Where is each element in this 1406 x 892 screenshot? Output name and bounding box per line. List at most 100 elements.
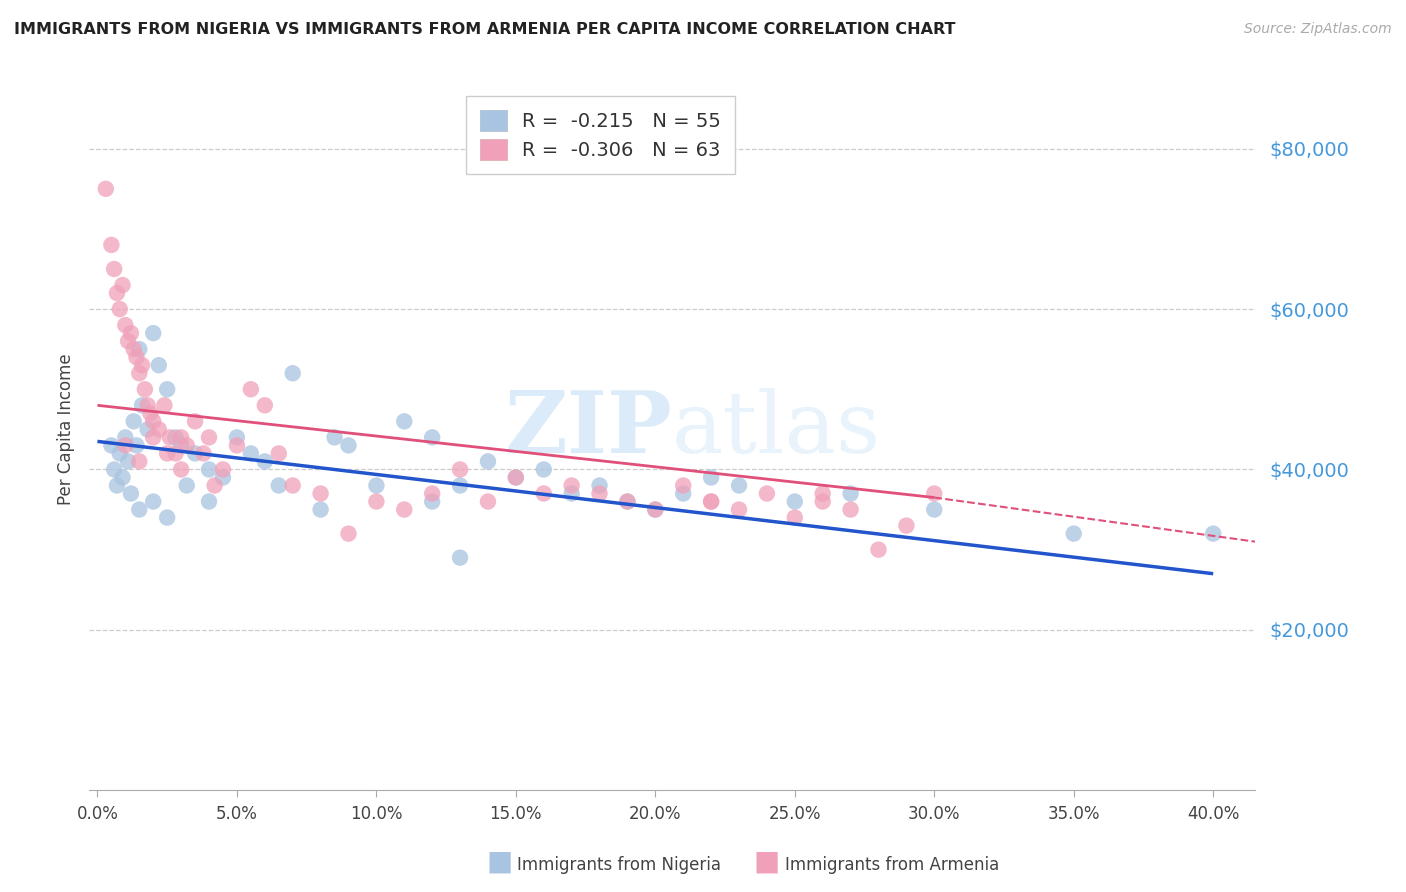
Point	[225, 430, 247, 444]
Point	[477, 454, 499, 468]
Point	[533, 486, 555, 500]
Point	[323, 430, 346, 444]
Point	[561, 478, 583, 492]
Text: ZIP: ZIP	[505, 387, 672, 471]
Point	[922, 486, 945, 500]
Point	[449, 478, 471, 492]
Point	[1202, 526, 1225, 541]
Point	[212, 470, 235, 484]
Point	[136, 422, 159, 436]
Point	[170, 430, 193, 444]
Point	[117, 454, 139, 468]
Point	[225, 438, 247, 452]
Point	[672, 478, 695, 492]
Point	[198, 430, 221, 444]
Point	[114, 430, 136, 444]
Point	[159, 430, 181, 444]
Point	[588, 486, 610, 500]
Point	[170, 462, 193, 476]
Point	[125, 350, 148, 364]
Point	[105, 286, 128, 301]
Point	[108, 302, 131, 317]
Point	[108, 446, 131, 460]
Point	[839, 486, 862, 500]
Point	[100, 238, 122, 252]
Point	[644, 502, 666, 516]
Point	[561, 486, 583, 500]
Point	[128, 366, 150, 380]
Point	[239, 446, 262, 460]
Point	[111, 470, 134, 484]
Point	[366, 494, 388, 508]
Point	[111, 278, 134, 293]
Point	[125, 438, 148, 452]
Point	[811, 486, 834, 500]
Point	[142, 326, 165, 340]
Point	[165, 430, 187, 444]
Point	[128, 454, 150, 468]
Point	[839, 502, 862, 516]
Point	[148, 358, 170, 372]
Point	[176, 478, 198, 492]
Point	[128, 502, 150, 516]
Point	[142, 494, 165, 508]
Point	[120, 326, 142, 340]
Point	[105, 478, 128, 492]
Y-axis label: Per Capita Income: Per Capita Income	[58, 353, 75, 505]
Point	[868, 542, 890, 557]
Point	[728, 478, 751, 492]
Text: Immigrants from Nigeria: Immigrants from Nigeria	[517, 856, 721, 874]
Point	[114, 318, 136, 332]
Point	[700, 494, 723, 508]
Point	[309, 502, 332, 516]
Point	[198, 494, 221, 508]
Point	[165, 446, 187, 460]
Point	[142, 414, 165, 428]
Point	[267, 478, 290, 492]
Point	[420, 430, 443, 444]
Point	[420, 486, 443, 500]
Point	[337, 526, 360, 541]
Point	[131, 398, 153, 412]
Text: Immigrants from Armenia: Immigrants from Armenia	[785, 856, 998, 874]
Text: ■: ■	[754, 848, 779, 876]
Point	[1063, 526, 1085, 541]
Point	[120, 486, 142, 500]
Point	[100, 438, 122, 452]
Point	[176, 438, 198, 452]
Point	[588, 478, 610, 492]
Legend: R =  -0.215   N = 55, R =  -0.306   N = 63: R = -0.215 N = 55, R = -0.306 N = 63	[465, 96, 735, 174]
Point	[103, 262, 125, 277]
Point	[505, 470, 527, 484]
Point	[94, 182, 117, 196]
Point	[896, 518, 918, 533]
Point	[811, 494, 834, 508]
Point	[394, 502, 416, 516]
Point	[449, 462, 471, 476]
Point	[198, 462, 221, 476]
Point	[309, 486, 332, 500]
Point	[394, 414, 416, 428]
Point	[253, 398, 276, 412]
Text: ■: ■	[486, 848, 512, 876]
Point	[128, 342, 150, 356]
Point	[122, 342, 145, 356]
Point	[204, 478, 226, 492]
Point	[700, 470, 723, 484]
Point	[170, 438, 193, 452]
Point	[755, 486, 778, 500]
Point	[184, 414, 207, 428]
Point	[533, 462, 555, 476]
Point	[616, 494, 638, 508]
Point	[672, 486, 695, 500]
Point	[122, 414, 145, 428]
Text: Source: ZipAtlas.com: Source: ZipAtlas.com	[1244, 22, 1392, 37]
Point	[477, 494, 499, 508]
Point	[114, 438, 136, 452]
Point	[922, 502, 945, 516]
Point	[449, 550, 471, 565]
Point	[239, 382, 262, 396]
Point	[131, 358, 153, 372]
Point	[267, 446, 290, 460]
Point	[134, 382, 156, 396]
